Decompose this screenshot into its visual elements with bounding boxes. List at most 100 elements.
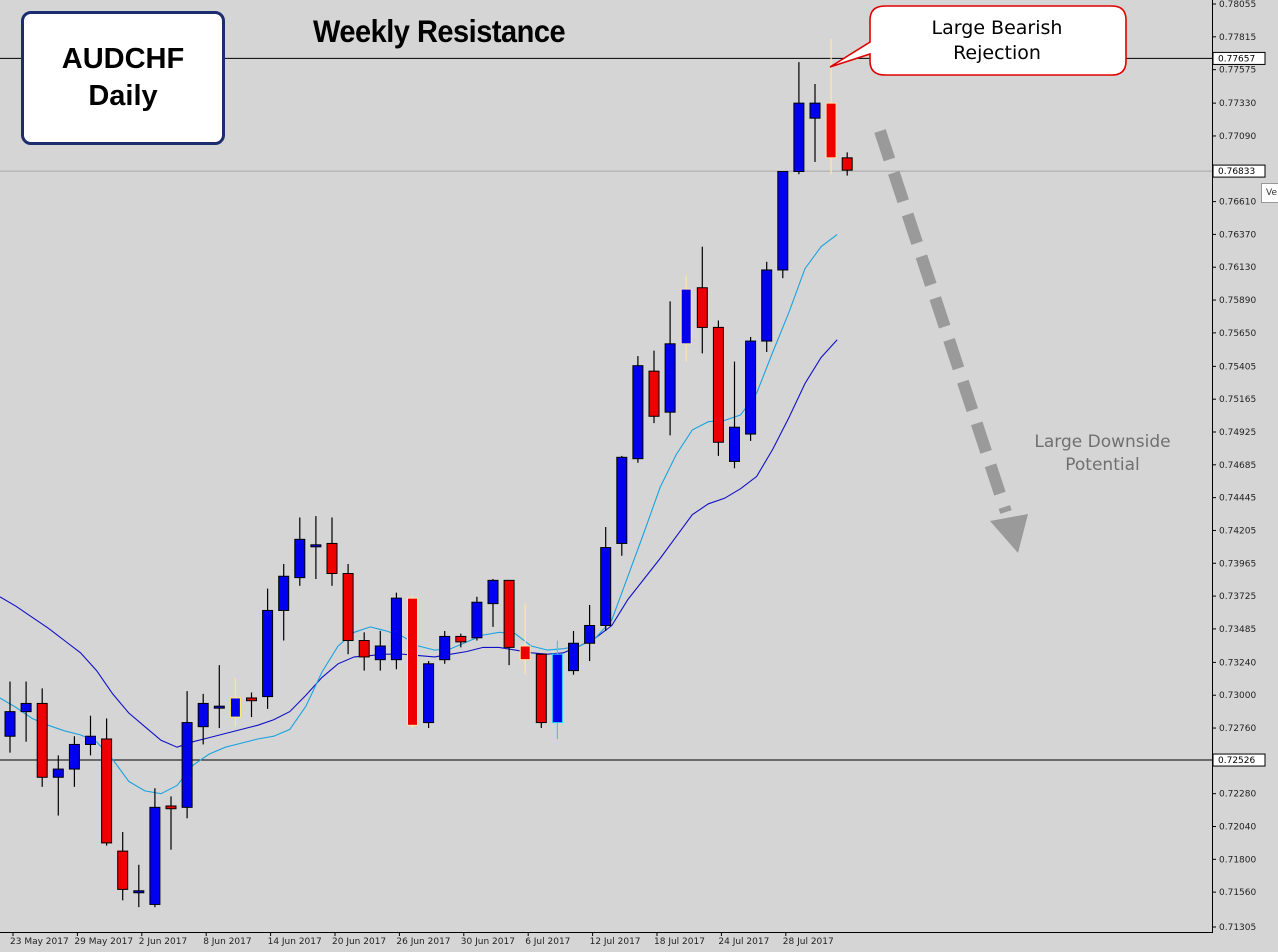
candle-body xyxy=(712,326,724,443)
candle xyxy=(213,665,225,729)
candle xyxy=(165,796,177,850)
y-tick-label: 0.74205 xyxy=(1219,526,1256,536)
candle xyxy=(584,604,596,662)
candle xyxy=(503,579,515,666)
x-tick-label: 24 Jul 2017 xyxy=(718,937,769,947)
candle-body xyxy=(535,653,547,724)
y-tick-label: 0.75405 xyxy=(1219,362,1256,372)
candle xyxy=(471,596,483,641)
x-tick-label: 26 Jun 2017 xyxy=(396,937,450,947)
candle xyxy=(36,688,48,787)
candle-body xyxy=(197,702,209,728)
callout-line-1: Large Bearish xyxy=(931,17,1063,39)
y-tick-label: 0.73000 xyxy=(1219,691,1256,701)
fast-moving-average-line xyxy=(0,233,838,795)
candle-body xyxy=(664,343,676,413)
candle xyxy=(52,755,64,816)
candle xyxy=(616,455,628,556)
level-price-box xyxy=(1212,753,1266,767)
y-tick-label: 0.73725 xyxy=(1219,592,1256,602)
y-tick-label: 0.71305 xyxy=(1219,923,1256,933)
y-tick-label: 0.72760 xyxy=(1219,724,1256,734)
candle-body xyxy=(455,635,467,643)
candle-body xyxy=(519,645,531,661)
y-tick-label: 0.73965 xyxy=(1219,559,1256,569)
candle-body xyxy=(85,735,96,745)
candle xyxy=(568,630,579,675)
y-tick-label: 0.77330 xyxy=(1219,99,1256,109)
slow-moving-average-line xyxy=(0,339,838,748)
candle xyxy=(487,578,499,627)
y-tick-label: 0.71560 xyxy=(1219,888,1256,898)
y-tick-label: 0.77090 xyxy=(1219,132,1256,142)
candle xyxy=(777,171,789,279)
candle-body xyxy=(600,547,612,626)
x-tick-label: 28 Jul 2017 xyxy=(783,937,834,947)
downside-line-2: Potential xyxy=(1065,455,1140,475)
callout-line-2: Rejection xyxy=(953,42,1041,64)
y-tick-label: 0.74925 xyxy=(1219,428,1256,438)
candle-body xyxy=(326,542,338,575)
candle-body xyxy=(777,171,789,271)
candle-body xyxy=(278,575,290,611)
x-tick-label: 12 Jul 2017 xyxy=(590,937,641,947)
downside-arrow-shaft xyxy=(874,129,1012,514)
candle xyxy=(729,361,740,469)
candle-body xyxy=(117,850,129,890)
candle xyxy=(358,632,370,671)
candle xyxy=(535,653,547,729)
candle xyxy=(294,517,306,586)
x-tick-label: 30 Jun 2017 xyxy=(461,937,515,947)
candle xyxy=(680,275,692,362)
candle xyxy=(600,527,612,631)
candle-body xyxy=(503,579,515,648)
candle-body xyxy=(262,609,274,698)
candle-body xyxy=(294,538,306,579)
y-tick-label: 0.77575 xyxy=(1219,66,1256,76)
candle-body xyxy=(20,702,32,713)
y-tick-label: 0.75165 xyxy=(1219,395,1256,405)
x-tick-label: 18 Jul 2017 xyxy=(654,937,705,947)
candle xyxy=(278,563,290,641)
candle-body xyxy=(246,697,257,702)
candle xyxy=(761,261,773,353)
candle xyxy=(745,336,757,441)
candle-body xyxy=(680,288,692,345)
x-tick-label: 8 Jun 2017 xyxy=(203,937,251,947)
candle xyxy=(85,715,96,756)
candle-body xyxy=(696,287,708,328)
candle-body xyxy=(4,711,16,737)
candle-body xyxy=(761,269,773,342)
candle-body xyxy=(213,705,225,709)
callout-bubble xyxy=(829,5,1127,76)
candle-body xyxy=(423,663,435,724)
candle xyxy=(4,681,16,753)
candle xyxy=(793,62,805,175)
candle-body xyxy=(407,597,418,726)
candle xyxy=(455,633,467,648)
candle xyxy=(841,152,853,176)
candle-body xyxy=(342,573,354,642)
x-tick-label: 14 Jun 2017 xyxy=(268,937,322,947)
candle-body xyxy=(181,722,193,808)
candle-body xyxy=(149,806,161,905)
y-tick-label: 0.72280 xyxy=(1219,790,1256,800)
candle-body xyxy=(36,702,48,778)
candle xyxy=(181,691,193,819)
downside-potential-label: Large Downside Potential xyxy=(1020,431,1185,477)
candle xyxy=(20,681,32,742)
candle-body xyxy=(729,426,740,462)
candle xyxy=(342,563,354,655)
y-tick-label: 0.73485 xyxy=(1219,625,1256,635)
y-tick-label: 0.71800 xyxy=(1219,855,1256,865)
candle xyxy=(374,630,386,671)
candle xyxy=(712,320,724,456)
y-tick-label: 0.76610 xyxy=(1219,198,1256,208)
candle xyxy=(117,831,129,901)
candle xyxy=(664,301,676,436)
candle xyxy=(519,603,531,675)
candle xyxy=(825,38,837,175)
candle xyxy=(696,246,708,354)
